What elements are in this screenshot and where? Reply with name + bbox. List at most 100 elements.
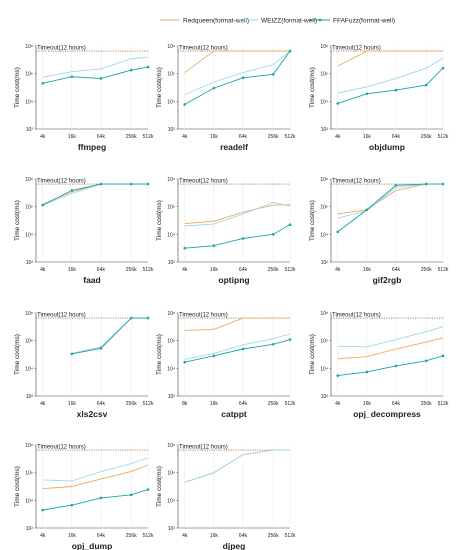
x-tick-label: 256k xyxy=(268,401,279,407)
series-line-weizz xyxy=(42,457,149,482)
point-ffafuzz xyxy=(365,92,369,96)
series-line-ffafuzz xyxy=(337,183,443,233)
x-tick-label: 512k xyxy=(438,267,449,273)
series-line-ffafuzz xyxy=(71,317,148,355)
series-line-weizz xyxy=(42,56,149,78)
y-tick-label: 10⁶ xyxy=(320,205,328,211)
y-tick-label: 10² xyxy=(321,394,329,400)
point-ffafuzz xyxy=(183,246,187,250)
y-tick-label: 10⁴ xyxy=(167,366,175,372)
point-ffafuzz xyxy=(70,75,74,79)
x-tick-label: 64k xyxy=(239,401,248,407)
point-ffafuzz xyxy=(394,88,398,92)
panel-title: djpeg xyxy=(223,541,246,550)
series-line-redqueen xyxy=(71,317,148,354)
x-tick-label: 512k xyxy=(143,267,154,273)
series-line-redqueen xyxy=(184,50,290,73)
y-tick-label: 10² xyxy=(321,127,329,133)
point-ffafuzz xyxy=(70,503,74,507)
x-tick-label: 64k xyxy=(392,401,401,407)
y-tick-label: 10⁸ xyxy=(25,44,33,50)
point-ffafuzz xyxy=(441,66,445,70)
series-line-ffafuzz xyxy=(42,489,149,511)
series-line-redqueen xyxy=(42,464,149,490)
y-tick-label: 10⁴ xyxy=(167,99,175,105)
x-tick-label: 64k xyxy=(392,134,401,140)
x-tick-label: 4k xyxy=(40,134,46,140)
panel-title: gif2rgb xyxy=(373,275,402,285)
y-tick-label: 10⁶ xyxy=(320,339,328,345)
x-tick-label: 16k xyxy=(363,267,372,273)
x-tick-label: 16k xyxy=(363,401,372,407)
x-tick-label: 4k xyxy=(335,267,341,273)
panel-opj-decompress: 4k 16k 64k 256k 512k 10² 10⁴ 10⁶ 10⁸ Time cost(ms… xyxy=(309,311,449,419)
point-ffafuzz xyxy=(183,360,187,364)
x-tick-label: 512k xyxy=(285,533,296,539)
point-ffafuzz xyxy=(146,488,150,491)
timeout-label: Timeout(12 hours) xyxy=(37,179,86,185)
legend-marker-ffafuzz xyxy=(318,18,322,22)
point-ffafuzz xyxy=(365,370,369,374)
panel-title: ffmpeg xyxy=(78,142,106,152)
x-tick-label: 4k xyxy=(182,267,188,273)
legend: Redqueen(format-well) WEIZZ(format-well)… xyxy=(160,18,395,25)
timeout-label: Timeout(12 hours) xyxy=(179,46,228,52)
x-tick-label: 512k xyxy=(285,134,296,140)
y-axis-label: Time cost(ms) xyxy=(14,200,21,241)
series-line-weizz xyxy=(184,449,290,483)
point-ffafuzz xyxy=(99,182,103,186)
y-tick-label: 10² xyxy=(168,526,176,532)
y-tick-label: 10⁶ xyxy=(167,471,175,477)
timeout-label: Timeout(12 hours) xyxy=(332,46,381,52)
series-line-redqueen xyxy=(337,337,444,360)
y-tick-label: 10⁴ xyxy=(320,232,328,238)
point-ffafuzz xyxy=(241,237,245,240)
y-tick-label: 10⁶ xyxy=(167,72,175,78)
point-ffafuzz xyxy=(424,83,428,87)
point-ffafuzz xyxy=(365,208,369,212)
series-line-redqueen xyxy=(184,317,290,331)
point-ffafuzz xyxy=(129,182,133,186)
y-axis-label: Time cost(ms) xyxy=(14,67,21,108)
x-tick-label: 16k xyxy=(210,134,219,140)
y-tick-label: 10⁶ xyxy=(25,471,33,477)
point-ffafuzz xyxy=(212,354,216,358)
x-tick-label: 8k xyxy=(182,401,188,407)
x-tick-label: 64k xyxy=(239,134,248,140)
point-ffafuzz xyxy=(212,244,216,248)
series-line-weizz xyxy=(337,183,443,219)
x-tick-label: 64k xyxy=(239,533,248,539)
y-tick-label: 10⁶ xyxy=(25,205,33,211)
point-ffafuzz xyxy=(424,359,428,363)
panel-opj-dump: 4k 16k 64k 256k 512k 10² 10⁴ 10⁶ 10⁸ Time cost(ms… xyxy=(14,443,154,550)
panel-xls2csv: 4k 16k 64k 256k 512k 10² 10⁴ 10⁶ 10⁸ Time cost(ms… xyxy=(14,311,154,419)
timeout-label: Timeout(12 hours) xyxy=(37,46,86,52)
y-tick-label: 10⁸ xyxy=(320,44,328,50)
legend-item-redqueen: Redqueen(format-well) xyxy=(160,18,249,25)
point-ffafuzz xyxy=(441,182,445,186)
point-ffafuzz xyxy=(241,347,245,351)
y-tick-label: 10⁶ xyxy=(167,205,175,211)
y-tick-label: 10⁴ xyxy=(25,498,33,504)
point-ffafuzz xyxy=(99,77,103,80)
x-tick-label: 256k xyxy=(268,533,279,539)
point-ffafuzz xyxy=(41,203,45,207)
series-line-weizz xyxy=(337,57,444,94)
series-line-ffafuzz xyxy=(184,339,291,363)
y-tick-label: 10⁶ xyxy=(167,339,175,345)
x-tick-label: 256k xyxy=(268,134,279,140)
point-ffafuzz xyxy=(99,496,103,500)
timeout-label: Timeout(12 hours) xyxy=(37,445,86,451)
point-ffafuzz xyxy=(70,352,74,356)
panel-title: faad xyxy=(83,275,100,285)
x-tick-label: 256k xyxy=(126,401,137,407)
panel-faad: 4k 16k 64k 256k 512k 10² 10⁴ 10⁶ 10⁸ Time cost(ms… xyxy=(14,177,154,285)
point-ffafuzz xyxy=(336,374,340,377)
panel-title: xls2csv xyxy=(77,409,108,419)
timeout-label: Timeout(12 hours) xyxy=(179,445,228,451)
series-line-redqueen xyxy=(184,204,291,225)
x-tick-label: 4k xyxy=(40,401,46,407)
y-tick-label: 10⁴ xyxy=(167,498,175,504)
x-tick-label: 4k xyxy=(335,401,341,407)
panel-optipng: 4k 16k 64k 256k 512k 10² 10⁴ 10⁶ 10⁸ Time cost(ms… xyxy=(156,177,296,285)
